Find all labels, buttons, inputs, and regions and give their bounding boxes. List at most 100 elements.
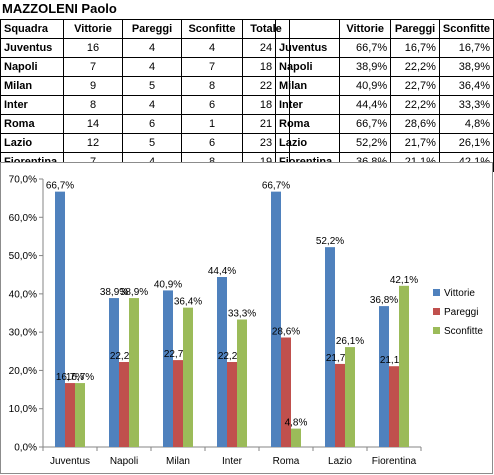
table-row: Napoli 7 4 7 18: [0, 57, 290, 77]
table-row: Roma 14 6 1 21: [0, 114, 290, 134]
cell-pareggi-pct[interactable]: 22,7%: [390, 76, 440, 96]
data-label: 42,1%: [390, 275, 418, 286]
x-tick-label: Lazio: [328, 456, 352, 467]
cell-team[interactable]: Roma: [0, 114, 64, 134]
cell-team[interactable]: Milan: [0, 76, 64, 96]
header-sconfitte[interactable]: Sconfitte: [438, 19, 494, 39]
cell-sconfitte[interactable]: 7: [181, 57, 243, 77]
y-tick-label: 70,0%: [9, 175, 37, 186]
bar-pareggi: [389, 366, 399, 447]
table-row: Juventus 16 4 4 24: [0, 38, 290, 58]
cell-pareggi[interactable]: 5: [122, 76, 182, 96]
cell-vittorie[interactable]: 16: [63, 38, 123, 58]
cell-pareggi[interactable]: 4: [122, 38, 182, 58]
data-label: 21,7%: [326, 353, 354, 364]
cell-team[interactable]: Milan: [274, 76, 341, 96]
cell-pareggi-pct[interactable]: 22,2%: [390, 57, 440, 77]
cell-sconfitte-pct[interactable]: 33,3%: [438, 95, 494, 115]
chart-area[interactable]: 0,0% 10,0% 20,0% 30,0% 40,0% 50,0% 60,0% 70,0% 6…: [0, 162, 493, 474]
table-row: Milan 40,9% 22,7% 36,4%: [274, 76, 494, 96]
header-vittorie[interactable]: Vittorie: [339, 19, 392, 39]
header-sconfitte[interactable]: Sconfitte: [181, 19, 243, 39]
data-label: 16,7%: [56, 372, 84, 383]
cell-team[interactable]: Napoli: [0, 57, 64, 77]
data-label: 44,4%: [208, 266, 236, 277]
y-tick-label: 30,0%: [9, 328, 37, 339]
cell-vittorie[interactable]: 7: [63, 57, 123, 77]
cell-sconfitte-pct[interactable]: 26,1%: [438, 133, 494, 153]
cell-pareggi[interactable]: 5: [122, 133, 182, 153]
cell-team[interactable]: Roma: [274, 114, 341, 134]
cell-pareggi[interactable]: 6: [122, 114, 182, 134]
cell-team[interactable]: Inter: [0, 95, 64, 115]
cell-vittorie-pct[interactable]: 44,4%: [339, 95, 392, 115]
cell-vittorie-pct[interactable]: 66,7%: [339, 38, 392, 58]
data-label: 66,7%: [262, 181, 290, 192]
legend-label-vittorie: Vittorie: [444, 288, 475, 299]
x-tick-label: Milan: [166, 456, 190, 467]
legend-swatch-pareggi: [433, 308, 440, 315]
cell-sconfitte[interactable]: 6: [181, 95, 243, 115]
data-label: 33,3%: [228, 309, 256, 320]
header-squadra[interactable]: Squadra: [0, 19, 64, 39]
cell-sconfitte-pct[interactable]: 4,8%: [438, 114, 494, 134]
cell-vittorie-pct[interactable]: 66,7%: [339, 114, 392, 134]
bar-pareggi: [227, 362, 237, 447]
data-label: 38,9%: [100, 287, 128, 298]
cell-vittorie[interactable]: 14: [63, 114, 123, 134]
y-tick-label: 20,0%: [9, 366, 37, 377]
cell-team[interactable]: Lazio: [0, 133, 64, 153]
table-row: Inter 44,4% 22,2% 33,3%: [274, 95, 494, 115]
bar-vittorie: [217, 277, 227, 447]
cell-sconfitte-pct[interactable]: 38,9%: [438, 57, 494, 77]
x-tick-label: Inter: [222, 456, 243, 467]
cell-pareggi[interactable]: 4: [122, 57, 182, 77]
cell-sconfitte[interactable]: 4: [181, 38, 243, 58]
cell-sconfitte-pct[interactable]: 16,7%: [438, 38, 494, 58]
table-row: Napoli 38,9% 22,2% 38,9%: [274, 57, 494, 77]
x-tick-label: Napoli: [110, 456, 138, 467]
data-label: 52,2%: [316, 236, 344, 247]
cell-pareggi-pct[interactable]: 21,7%: [390, 133, 440, 153]
cell-team[interactable]: Lazio: [274, 133, 341, 153]
bar-vittorie: [55, 191, 65, 447]
y-tick-label: 10,0%: [9, 404, 37, 415]
data-label: 22,7%: [164, 349, 192, 360]
header-pareggi[interactable]: Pareggi: [390, 19, 440, 39]
legend-label-pareggi: Pareggi: [444, 307, 478, 318]
cell-sconfitte[interactable]: 8: [181, 76, 243, 96]
cell-pareggi-pct[interactable]: 28,6%: [390, 114, 440, 134]
cell-sconfitte-pct[interactable]: 36,4%: [438, 76, 494, 96]
data-label: 28,6%: [272, 327, 300, 338]
y-tick-label: 0,0%: [14, 443, 37, 454]
cell-pareggi-pct[interactable]: 16,7%: [390, 38, 440, 58]
bar-sconfitte: [237, 319, 247, 447]
cell-sconfitte[interactable]: 6: [181, 133, 243, 153]
cell-vittorie-pct[interactable]: 38,9%: [339, 57, 392, 77]
cell-team[interactable]: Juventus: [274, 38, 341, 58]
cell-team[interactable]: Inter: [274, 95, 341, 115]
cell-vittorie[interactable]: 8: [63, 95, 123, 115]
cell-vittorie-pct[interactable]: 40,9%: [339, 76, 392, 96]
table-row: Juventus 66,7% 16,7% 16,7%: [274, 38, 494, 58]
header-team-blank[interactable]: [274, 19, 341, 39]
table-header-row: Squadra Vittorie Pareggi Sconfitte Total…: [0, 19, 290, 39]
header-pareggi[interactable]: Pareggi: [122, 19, 182, 39]
cell-vittorie[interactable]: 9: [63, 76, 123, 96]
cell-sconfitte[interactable]: 1: [181, 114, 243, 134]
cell-pareggi-pct[interactable]: 22,2%: [390, 95, 440, 115]
bar-pareggi: [281, 337, 291, 447]
bar-sconfitte: [399, 285, 409, 447]
bar-chart: 0,0% 10,0% 20,0% 30,0% 40,0% 50,0% 60,0% 70,0% 6…: [9, 175, 484, 468]
bar-pareggi: [65, 383, 75, 447]
cell-vittorie[interactable]: 12: [63, 133, 123, 153]
header-vittorie[interactable]: Vittorie: [63, 19, 123, 39]
cell-team[interactable]: Juventus: [0, 38, 64, 58]
legend-swatch-vittorie: [433, 289, 440, 296]
x-tick-label: Juventus: [50, 456, 90, 467]
cell-pareggi[interactable]: 4: [122, 95, 182, 115]
table-header-row: Vittorie Pareggi Sconfitte: [274, 19, 494, 39]
cell-vittorie-pct[interactable]: 52,2%: [339, 133, 392, 153]
cell-team[interactable]: Napoli: [274, 57, 341, 77]
data-label: 36,4%: [174, 297, 202, 308]
